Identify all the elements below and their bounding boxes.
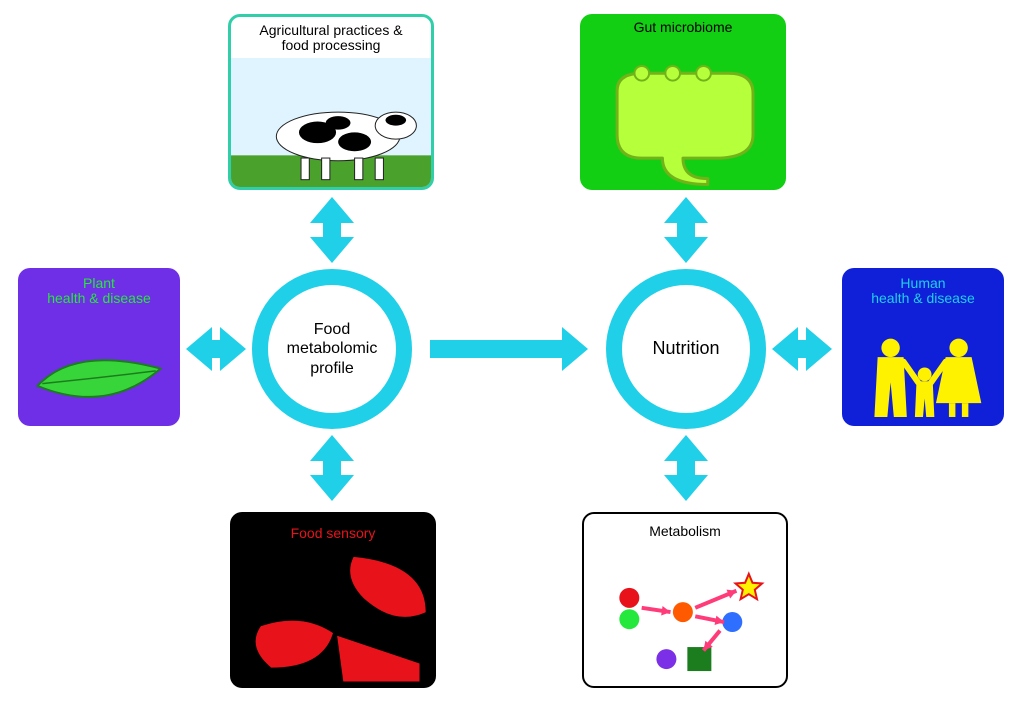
cow-icon [231, 58, 434, 190]
card-sensory-title: Food sensory [230, 526, 436, 541]
circle-nutrition-label: Nutrition [642, 338, 729, 360]
card-plant-title: Planthealth & disease [18, 276, 180, 307]
arrow-gut-to-nutrition [664, 197, 708, 263]
family-icon [842, 311, 1004, 426]
arrow-nutrition-to-human [772, 327, 832, 371]
gut-icon [580, 44, 786, 190]
card-human-title: Humanhealth & disease [842, 276, 1004, 307]
arrow-nutrition-to-metabolism [664, 435, 708, 501]
pathway-icon [584, 548, 788, 688]
card-sensory: Food sensory [230, 512, 436, 688]
arrow-food-to-sensory [310, 435, 354, 501]
card-agri: Agricultural practices &food processing [228, 14, 434, 190]
card-plant: Planthealth & disease [18, 268, 180, 426]
card-agri-title: Agricultural practices &food processing [231, 23, 431, 54]
leaf-icon [18, 311, 180, 426]
circle-food-metabolomic-profile-label: Foodmetabolomicprofile [277, 320, 388, 378]
card-gut: Gut microbiome [580, 14, 786, 190]
card-metabolism: Metabolism [582, 512, 788, 688]
circle-food-metabolomic-profile: Foodmetabolomicprofile [252, 269, 412, 429]
card-human: Humanhealth & disease [842, 268, 1004, 426]
arrow-ag-to-food [310, 197, 354, 263]
sensory-icon [230, 550, 436, 688]
arrow-plant-to-food [186, 327, 246, 371]
arrow-food-to-nutrition [430, 327, 588, 371]
diagram-stage: Foodmetabolomicprofile Nutrition Plantheal… [0, 0, 1024, 702]
card-gut-title: Gut microbiome [580, 20, 786, 35]
circle-nutrition: Nutrition [606, 269, 766, 429]
card-metabolism-title: Metabolism [584, 524, 786, 539]
